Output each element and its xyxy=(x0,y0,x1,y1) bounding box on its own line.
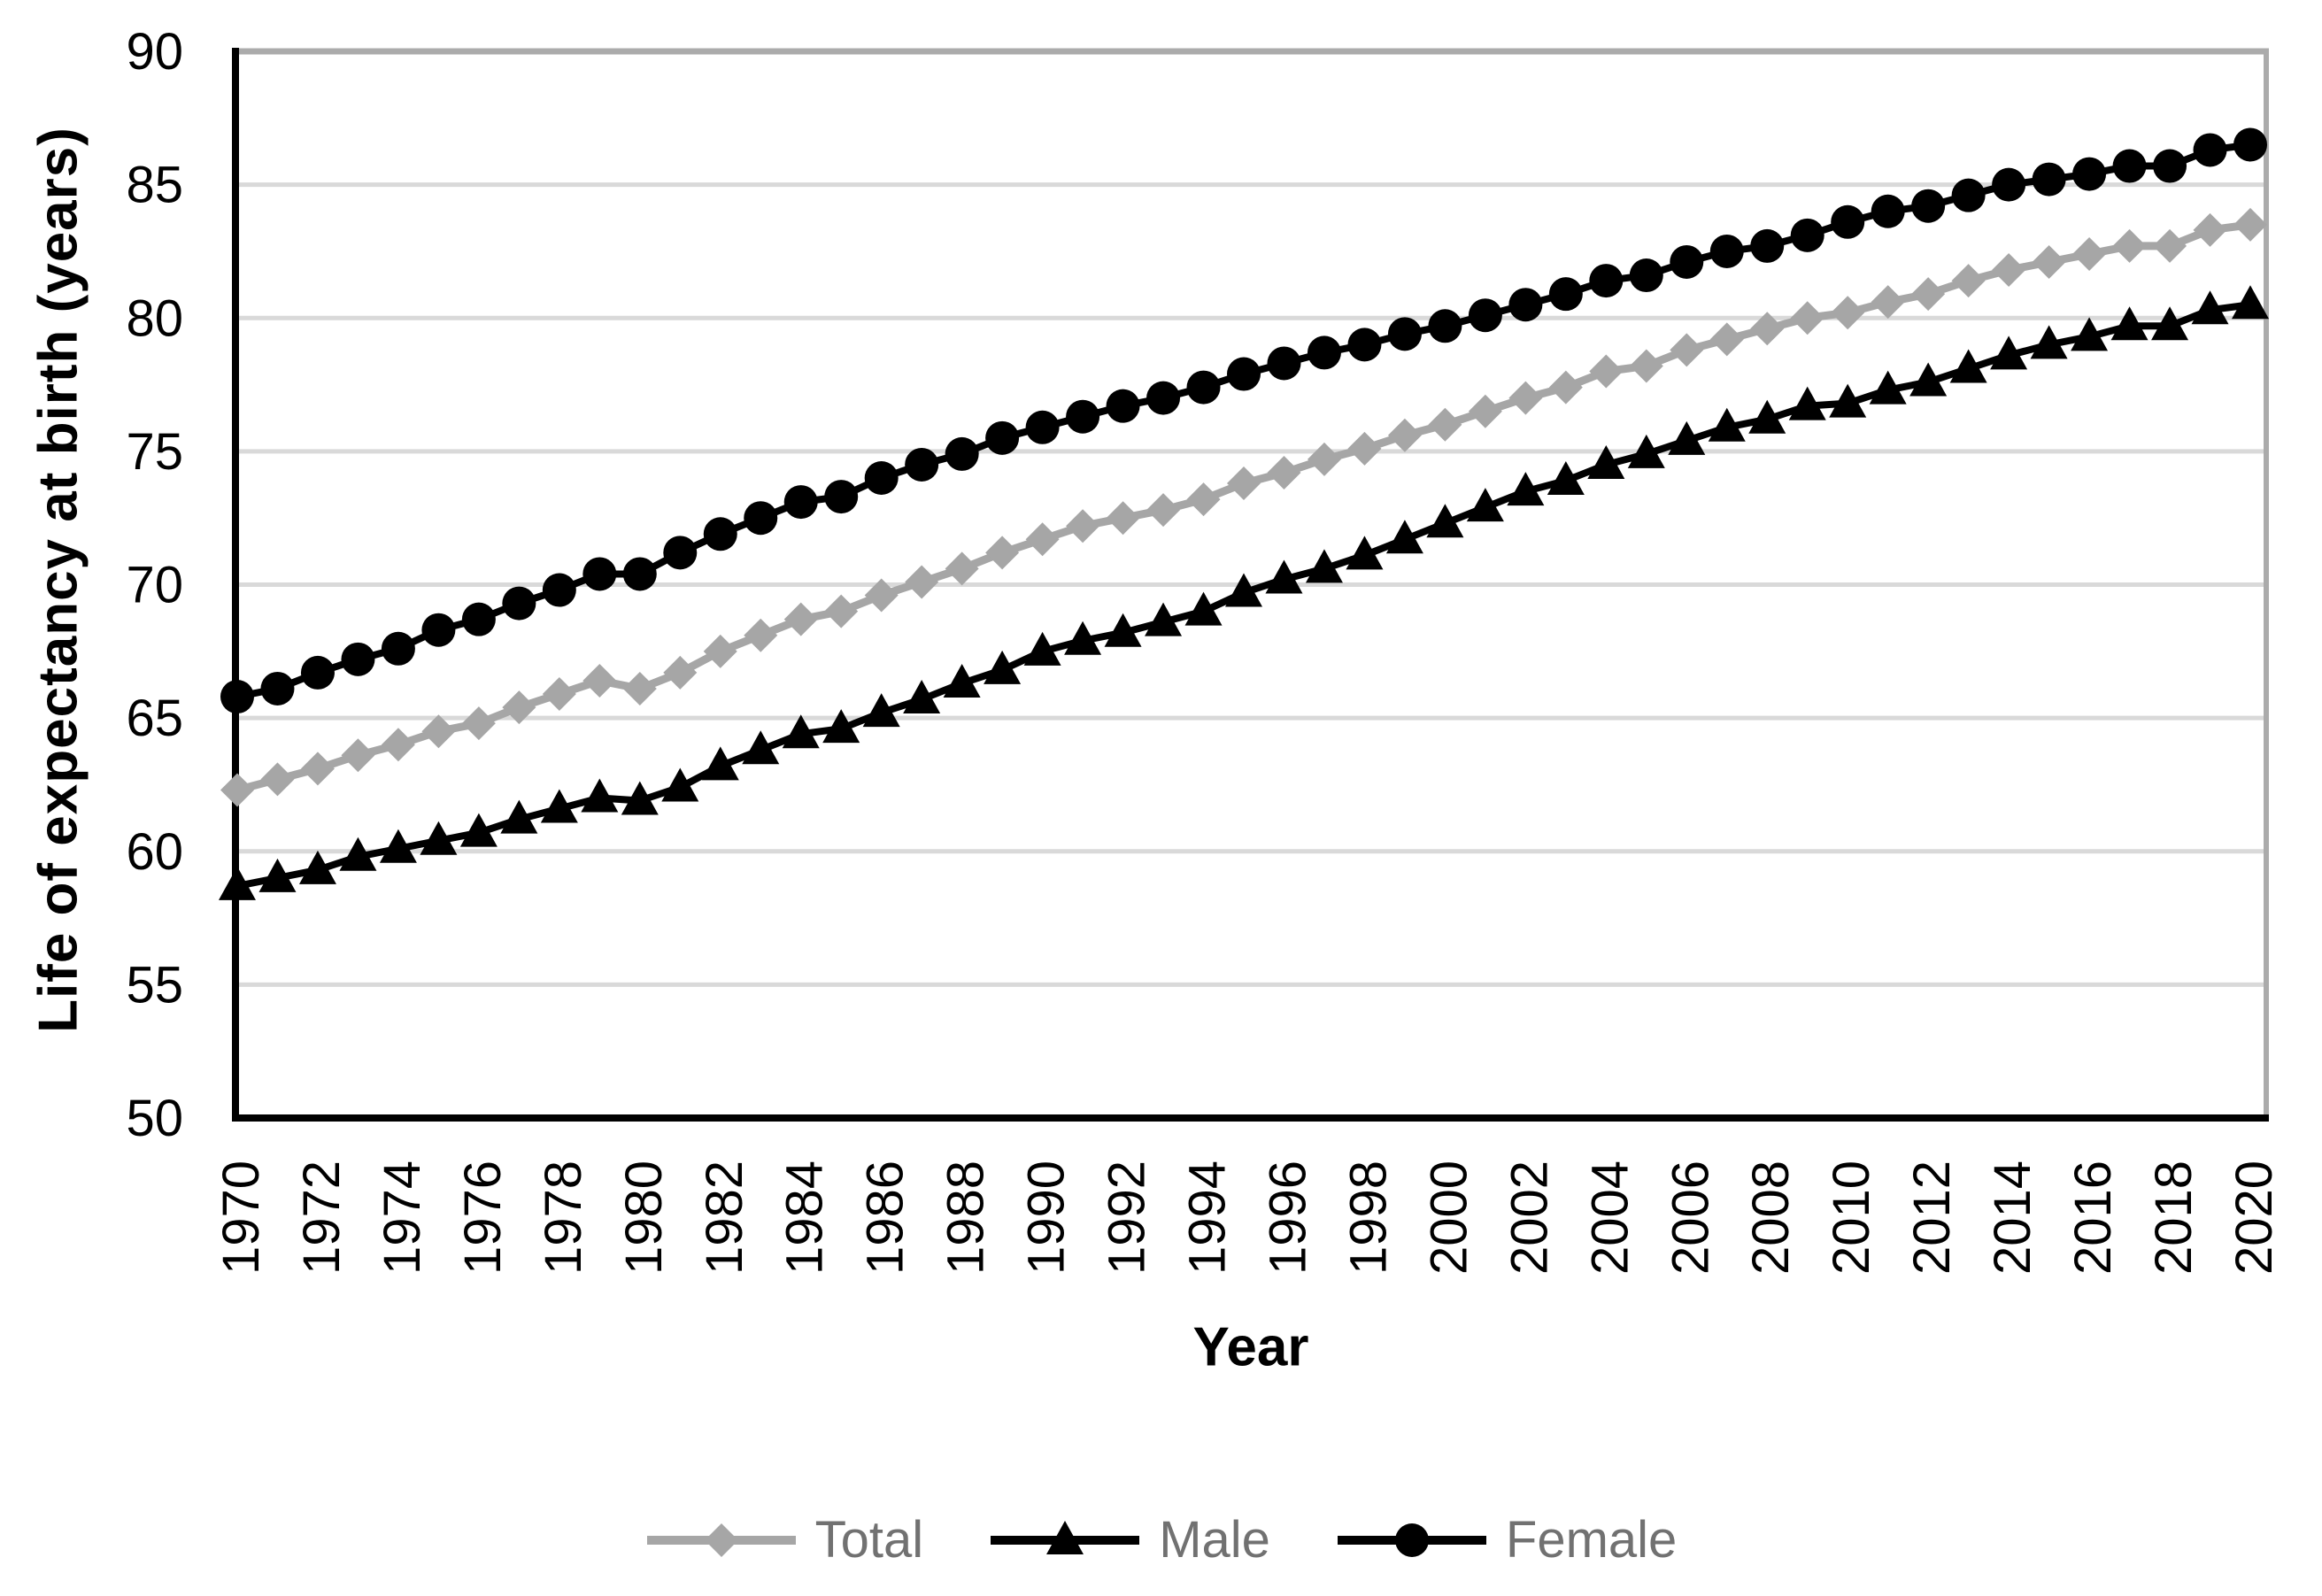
series-male xyxy=(219,285,2269,900)
legend-label-total: Total xyxy=(814,1511,924,1569)
x-axis-title: Year xyxy=(1192,1316,1309,1378)
legend-label-female: Female xyxy=(1505,1511,1678,1569)
y-tick-label: 50 xyxy=(126,1090,183,1147)
y-tick-label: 80 xyxy=(126,289,183,347)
x-tick-label: 2020 xyxy=(2226,1160,2283,1275)
x-tick-label: 1988 xyxy=(937,1160,995,1275)
x-tick-label: 1980 xyxy=(615,1160,673,1275)
x-tick-label: 1972 xyxy=(293,1160,351,1275)
x-tick-label: 1998 xyxy=(1339,1160,1397,1275)
series-total xyxy=(220,207,2267,807)
y-tick-label: 65 xyxy=(126,690,183,747)
axes xyxy=(232,48,2269,1122)
legend-swatch-total-diamond-icon xyxy=(646,1523,796,1557)
y-tick-label: 60 xyxy=(126,823,183,881)
legend-label-male: Male xyxy=(1159,1511,1270,1569)
x-axis-tick-labels: 1970 1972 1974 1976 1978 1980 1982 1984 1986 1988… xyxy=(212,1160,2283,1275)
legend-item-female: Female xyxy=(1336,1512,1677,1569)
x-tick-label: 1996 xyxy=(1259,1160,1316,1275)
plot-border xyxy=(232,48,2269,1118)
x-tick-label: 2006 xyxy=(1662,1160,1719,1275)
x-tick-label: 1978 xyxy=(535,1160,592,1275)
y-tick-label: 55 xyxy=(126,956,183,1014)
y-tick-label: 85 xyxy=(126,157,183,214)
x-tick-label: 2000 xyxy=(1420,1160,1477,1275)
x-tick-label: 2018 xyxy=(2145,1160,2202,1275)
legend-swatch-female-circle-icon xyxy=(1337,1523,1486,1557)
x-tick-label: 1994 xyxy=(1179,1160,1237,1275)
x-tick-label: 1984 xyxy=(776,1160,834,1275)
x-tick-label: 2002 xyxy=(1500,1160,1558,1275)
x-tick-label: 1976 xyxy=(454,1160,512,1275)
x-tick-label: 1970 xyxy=(212,1160,270,1275)
y-tick-label: 75 xyxy=(126,423,183,481)
x-tick-label: 2004 xyxy=(1581,1160,1639,1275)
x-tick-label: 1990 xyxy=(1018,1160,1076,1275)
x-tick-label: 1982 xyxy=(696,1160,753,1275)
y-tick-label: 90 xyxy=(126,23,183,81)
x-tick-label: 1974 xyxy=(374,1160,431,1275)
series-female xyxy=(220,127,2267,714)
legend-item-total: Total xyxy=(645,1511,924,1569)
y-axis-tick-labels: 50 55 60 65 70 75 80 85 90 xyxy=(126,23,183,1147)
legend-item-male: Male xyxy=(989,1512,1270,1569)
gridlines xyxy=(235,182,2266,987)
x-tick-label: 2010 xyxy=(1823,1160,1880,1275)
x-tick-label: 1992 xyxy=(1099,1160,1156,1275)
x-tick-label: 2014 xyxy=(1984,1160,2041,1275)
x-tick-label: 2008 xyxy=(1742,1160,1800,1275)
x-tick-label: 2012 xyxy=(1903,1160,1961,1275)
legend-swatch-male-triangle-icon xyxy=(991,1521,1140,1554)
x-tick-label: 2016 xyxy=(2064,1160,2122,1275)
x-tick-label: 1986 xyxy=(857,1160,914,1275)
y-tick-label: 70 xyxy=(126,557,183,614)
legend: Total Male Female xyxy=(0,1505,2322,1576)
